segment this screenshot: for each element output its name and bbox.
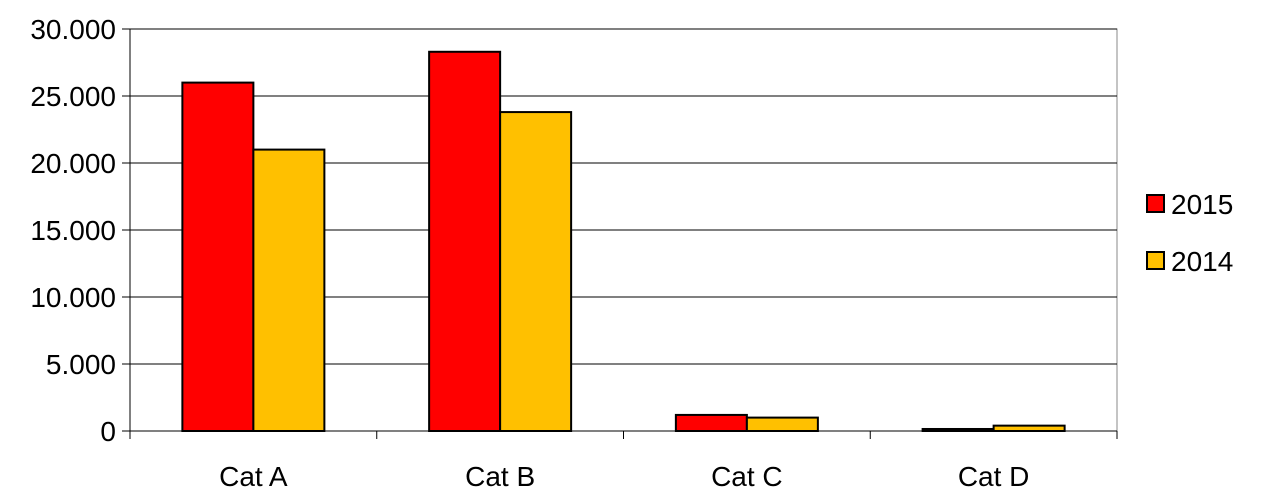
- legend-label: 2015: [1171, 189, 1233, 220]
- y-axis-ticks: 0 5.000 10.000 15.000 20.000 25.000 30.000: [30, 14, 130, 447]
- x-tick-label: Cat D: [958, 461, 1030, 492]
- legend: 2015 2014: [1146, 189, 1233, 277]
- x-tick-label: Cat B: [465, 461, 535, 492]
- y-tick-label: 20.000: [30, 148, 116, 179]
- y-tick-label: 25.000: [30, 81, 116, 112]
- x-axis-ticks: Cat A Cat B Cat C Cat D: [129, 431, 1118, 492]
- y-tick-label: 0: [100, 416, 116, 447]
- y-tick-label: 30.000: [30, 14, 116, 45]
- bar-2014-cat-c: [745, 416, 819, 433]
- bar-2014-cat-d: [992, 424, 1066, 433]
- legend-swatch: [1146, 251, 1165, 270]
- bar-2015-cat-b: [428, 50, 502, 432]
- bar-2015-cat-c: [674, 413, 748, 433]
- bar-2014-cat-a: [252, 148, 326, 432]
- x-tick-label: Cat C: [711, 461, 783, 492]
- legend-label: 2014: [1171, 246, 1233, 277]
- y-tick-label: 10.000: [30, 282, 116, 313]
- y-tick-label: 15.000: [30, 215, 116, 246]
- bar-2015-cat-a: [181, 81, 255, 432]
- bar-2014-cat-b: [499, 111, 573, 433]
- y-tick-label: 5.000: [46, 349, 116, 380]
- legend-swatch: [1146, 194, 1165, 213]
- x-tick-label: Cat A: [219, 461, 288, 492]
- bars: [181, 50, 1066, 433]
